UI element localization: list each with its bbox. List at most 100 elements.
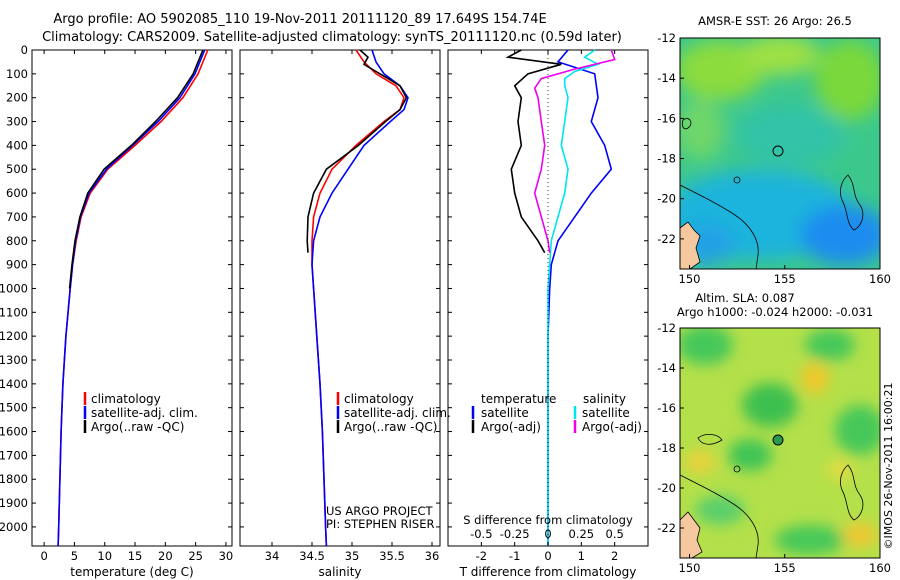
legend-argo: Argo(..raw -QC) xyxy=(344,420,437,434)
map-y-tick-label: -22 xyxy=(657,232,676,246)
depth-tick-label: 1700 xyxy=(0,448,28,462)
sst-cool-patch xyxy=(735,105,845,165)
sst-map-ticks: 150 155 160 -12 -14 -16 -18 -20 -22 xyxy=(657,31,891,286)
sst-map xyxy=(680,38,880,269)
map-x-tick-label: 155 xyxy=(774,272,796,286)
legend-salinity-title: salinity xyxy=(583,392,626,406)
sst-warm-patch xyxy=(680,100,725,160)
depth-tick-label: 600 xyxy=(6,186,28,200)
reef-contour xyxy=(680,184,759,269)
map-y-tick-label: -12 xyxy=(657,321,676,335)
argo-position-marker xyxy=(772,434,784,446)
sla-low-patch xyxy=(742,383,798,427)
project-annotation: US ARGO PROJECT xyxy=(326,504,434,518)
sla-high-patch xyxy=(842,523,878,547)
depth-tick-label: 0 xyxy=(21,43,28,57)
map-y-tick-label: -14 xyxy=(657,71,676,85)
series-line xyxy=(533,49,616,253)
temperature-x-ticks: 0 5 10 15 20 25 30 xyxy=(40,50,233,563)
pi-annotation: PI: STEPHEN RISER xyxy=(326,517,435,531)
temperature-legend: climatology satellite-adj. clim. Argo(..… xyxy=(83,392,198,434)
sst-map-title: AMSR-E SST: 26 Argo: 26.5 xyxy=(698,14,852,28)
map-y-tick-label: -22 xyxy=(657,521,676,535)
temperature-series xyxy=(57,49,209,547)
depth-tick-label: 1500 xyxy=(0,401,28,415)
x-tick-label: -1 xyxy=(509,549,520,563)
depth-tick-label: 400 xyxy=(6,138,28,152)
temperature-xlabel: temperature (deg C) xyxy=(70,565,193,579)
salinity-x-ticks: 34 34.5 35 35.5 36 xyxy=(265,50,439,563)
series-line xyxy=(306,49,408,253)
s-diff-tick-label: 0.5 xyxy=(606,527,624,541)
s-diff-tick-label: -0.5 xyxy=(470,527,492,541)
map-x-tick-label: 150 xyxy=(679,272,701,286)
depth-tick-label: 500 xyxy=(6,162,28,176)
s-diff-tick-label: 0.25 xyxy=(569,527,595,541)
x-tick-label: 20 xyxy=(158,549,173,563)
legend-t-satellite: satellite xyxy=(481,406,529,420)
depth-tick-label: 1400 xyxy=(0,377,28,391)
sla-low-patch xyxy=(805,329,855,361)
reef-contour xyxy=(840,464,864,521)
title-line-1: Argo profile: AO 5902085_110 19-Nov-2011… xyxy=(53,12,546,27)
x-tick-label: 10 xyxy=(97,549,112,563)
depth-tick-label: 1200 xyxy=(0,329,28,343)
sst-warm-patch xyxy=(740,38,820,75)
depth-tick-label: 1800 xyxy=(0,472,28,486)
sla-low-patch xyxy=(835,405,880,455)
reef-contour xyxy=(697,434,723,445)
sla-high-patch xyxy=(828,460,852,480)
sla-map-subtitle: Argo h1000: -0.024 h2000: -0.031 xyxy=(677,305,873,319)
sst-coldest-patch xyxy=(800,205,880,265)
salinity-series xyxy=(306,49,409,547)
x-tick-label: -2 xyxy=(476,549,487,563)
map-x-tick-label: 160 xyxy=(869,272,891,286)
salinity-xlabel: salinity xyxy=(318,565,361,579)
depth-tick-label: 1900 xyxy=(0,496,28,510)
sla-map xyxy=(680,328,880,558)
map-y-tick-label: -18 xyxy=(657,152,676,166)
depth-tick-label: 900 xyxy=(6,258,28,272)
imos-timestamp: ©IMOS 26-Nov-2011 16:00:21 xyxy=(882,383,895,550)
map-y-tick-label: -12 xyxy=(657,31,676,45)
map-x-tick-label: 150 xyxy=(679,561,701,575)
argo-position-marker xyxy=(772,145,784,157)
depth-tick-label: 100 xyxy=(6,67,28,81)
legend-temperature-title: temperature xyxy=(481,392,556,406)
sla-low-patch xyxy=(695,495,745,525)
x-tick-label: 34.5 xyxy=(299,549,325,563)
legend-t-argo: Argo(-adj) xyxy=(481,420,541,434)
legend-s-satellite: satellite xyxy=(582,406,630,420)
difference-legend: temperature satellite Argo(-adj) salinit… xyxy=(471,392,642,434)
legend-climatology: climatology xyxy=(91,392,161,406)
s-diff-tick-label: 0 xyxy=(544,527,551,541)
x-tick-label: 34 xyxy=(265,549,280,563)
s-diff-tick-label: -0.25 xyxy=(500,527,530,541)
legend-s-argo: Argo(-adj) xyxy=(582,420,642,434)
x-tick-label: 2 xyxy=(611,549,618,563)
land-mass xyxy=(680,221,701,269)
reef-contour xyxy=(681,118,692,130)
series-line xyxy=(547,49,601,546)
sla-map-title: Altim. SLA: 0.087 xyxy=(695,291,794,305)
difference-series xyxy=(505,49,616,546)
depth-tick-label: 700 xyxy=(6,210,28,224)
legend-climatology: climatology xyxy=(344,392,414,406)
salinity-panel xyxy=(239,49,441,547)
depth-tick-label: 2000 xyxy=(0,520,28,534)
x-tick-label: 35 xyxy=(345,549,360,563)
depth-tick-label: 1100 xyxy=(0,305,28,319)
t-difference-x-ticks: -2 -1 0 1 2 xyxy=(476,50,618,563)
map-y-tick-label: -16 xyxy=(657,401,676,415)
land-mass xyxy=(680,511,703,558)
legend-satellite: satellite-adj. clim. xyxy=(91,406,198,420)
x-tick-label: 1 xyxy=(578,549,585,563)
depth-tick-label: 1600 xyxy=(0,425,28,439)
depth-tick-label: 1300 xyxy=(0,353,28,367)
map-y-tick-label: -14 xyxy=(657,361,676,375)
salinity-legend: climatology satellite-adj. clim. Argo(..… xyxy=(326,392,451,531)
depth-tick-label: 800 xyxy=(6,234,28,248)
depth-tick-label: 1000 xyxy=(0,281,28,295)
title-line-2: Climatology: CARS2009. Satellite-adjuste… xyxy=(42,30,622,45)
